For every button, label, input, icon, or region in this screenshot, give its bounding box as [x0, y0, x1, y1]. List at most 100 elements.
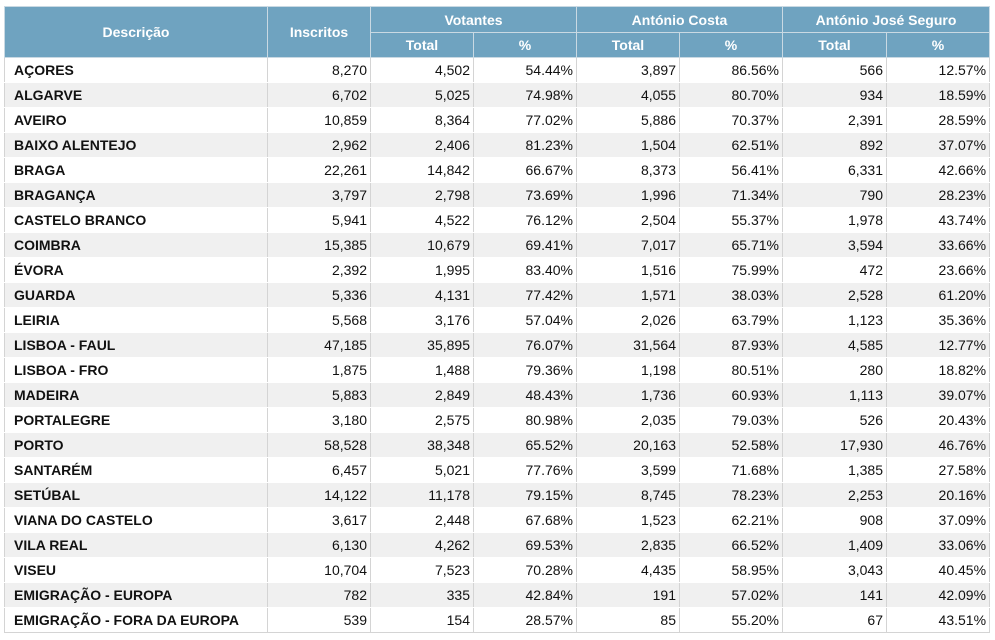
cell-costa-pct: 65.71% [679, 232, 783, 258]
cell-votantes-total: 4,131 [370, 282, 474, 308]
cell-costa-total: 8,745 [576, 482, 680, 508]
results-table-container: Descrição Inscritos Votantes António Cos… [4, 6, 991, 633]
cell-district-name: MADEIRA [4, 382, 268, 408]
table-row: GUARDA 5,336 4,131 77.42% 1,571 38.03% 2,528 61… [4, 282, 991, 308]
cell-votantes-total: 4,502 [370, 57, 474, 83]
cell-inscritos: 539 [267, 607, 371, 633]
table-row: AVEIRO 10,859 8,364 77.02% 5,886 70.37% 2,391 2… [4, 107, 991, 133]
cell-votantes-total: 2,448 [370, 507, 474, 533]
cell-inscritos: 782 [267, 582, 371, 608]
cell-votantes-total: 5,025 [370, 82, 474, 108]
table-row: BAIXO ALENTEJO 2,962 2,406 81.23% 1,504 62.51… [4, 132, 991, 158]
table-row: PORTO 58,528 38,348 65.52% 20,163 52.58% 17,93… [4, 432, 991, 458]
cell-seguro-total: 472 [782, 257, 887, 283]
cell-votantes-pct: 80.98% [473, 407, 577, 433]
cell-costa-total: 1,571 [576, 282, 680, 308]
cell-seguro-pct: 42.66% [885, 157, 991, 183]
header-seguro-pct[interactable]: % [885, 32, 991, 58]
cell-costa-total: 3,599 [576, 457, 680, 483]
cell-votantes-pct: 73.69% [473, 182, 577, 208]
cell-costa-total: 2,035 [576, 407, 680, 433]
cell-district-name: PORTALEGRE [4, 407, 268, 433]
table-row: COIMBRA 15,385 10,679 69.41% 7,017 65.71% 3,59… [4, 232, 991, 258]
cell-inscritos: 15,385 [267, 232, 371, 258]
cell-seguro-total: 2,528 [782, 282, 887, 308]
cell-votantes-pct: 77.02% [473, 107, 577, 133]
table-row: LEIRIA 5,568 3,176 57.04% 2,026 63.79% 1,123 35… [4, 307, 991, 333]
cell-costa-pct: 55.20% [679, 607, 783, 633]
cell-votantes-pct: 81.23% [473, 132, 577, 158]
cell-votantes-pct: 69.41% [473, 232, 577, 258]
cell-district-name: AVEIRO [4, 107, 268, 133]
header-seguro-total[interactable]: Total [782, 32, 887, 58]
header-inscritos[interactable]: Inscritos [267, 6, 371, 58]
cell-seguro-pct: 39.07% [885, 382, 991, 408]
cell-district-name: SETÚBAL [4, 482, 268, 508]
table-row: EMIGRAÇÃO - EUROPA 782 335 42.84% 191 57.02% 1… [4, 582, 991, 608]
cell-inscritos: 3,617 [267, 507, 371, 533]
table-row: LISBOA - FRO 1,875 1,488 79.36% 1,198 80.51% 2… [4, 357, 991, 383]
cell-votantes-pct: 79.15% [473, 482, 577, 508]
cell-costa-total: 1,516 [576, 257, 680, 283]
header-votantes-pct[interactable]: % [473, 32, 577, 58]
cell-seguro-pct: 37.09% [885, 507, 991, 533]
cell-votantes-pct: 28.57% [473, 607, 577, 633]
cell-inscritos: 10,859 [267, 107, 371, 133]
cell-costa-pct: 80.70% [679, 82, 783, 108]
cell-seguro-total: 2,253 [782, 482, 887, 508]
cell-seguro-pct: 12.57% [885, 57, 991, 83]
cell-seguro-pct: 46.76% [885, 432, 991, 458]
table-row: AÇORES 8,270 4,502 54.44% 3,897 86.56% 566 12.5… [4, 57, 991, 83]
cell-district-name: GUARDA [4, 282, 268, 308]
cell-costa-total: 4,435 [576, 557, 680, 583]
cell-seguro-pct: 28.59% [885, 107, 991, 133]
cell-district-name: LISBOA - FRO [4, 357, 268, 383]
header-costa-total[interactable]: Total [576, 32, 680, 58]
cell-costa-pct: 62.21% [679, 507, 783, 533]
cell-votantes-total: 1,995 [370, 257, 474, 283]
cell-inscritos: 14,122 [267, 482, 371, 508]
table-row: VILA REAL 6,130 4,262 69.53% 2,835 66.52% 1,40… [4, 532, 991, 558]
cell-votantes-total: 2,575 [370, 407, 474, 433]
cell-votantes-pct: 77.76% [473, 457, 577, 483]
header-votantes-total[interactable]: Total [370, 32, 474, 58]
cell-votantes-total: 2,849 [370, 382, 474, 408]
cell-votantes-pct: 79.36% [473, 357, 577, 383]
cell-costa-total: 1,523 [576, 507, 680, 533]
cell-seguro-total: 17,930 [782, 432, 887, 458]
cell-votantes-total: 10,679 [370, 232, 474, 258]
cell-district-name: VISEU [4, 557, 268, 583]
cell-costa-total: 8,373 [576, 157, 680, 183]
table-row: EMIGRAÇÃO - FORA DA EUROPA 539 154 28.57% 85… [4, 607, 991, 633]
cell-seguro-pct: 33.66% [885, 232, 991, 258]
cell-seguro-total: 2,391 [782, 107, 887, 133]
cell-costa-pct: 62.51% [679, 132, 783, 158]
table-row: BRAGANÇA 3,797 2,798 73.69% 1,996 71.34% 790 28… [4, 182, 991, 208]
cell-votantes-total: 3,176 [370, 307, 474, 333]
cell-costa-pct: 87.93% [679, 332, 783, 358]
header-votantes: Votantes [370, 6, 577, 33]
cell-inscritos: 58,528 [267, 432, 371, 458]
header-descricao[interactable]: Descrição [4, 6, 268, 58]
cell-district-name: LEIRIA [4, 307, 268, 333]
header-costa-pct[interactable]: % [679, 32, 783, 58]
cell-seguro-total: 141 [782, 582, 887, 608]
cell-votantes-pct: 65.52% [473, 432, 577, 458]
cell-votantes-total: 35,895 [370, 332, 474, 358]
cell-costa-pct: 71.34% [679, 182, 783, 208]
cell-seguro-total: 1,123 [782, 307, 887, 333]
cell-votantes-pct: 74.98% [473, 82, 577, 108]
cell-seguro-total: 67 [782, 607, 887, 633]
cell-costa-pct: 70.37% [679, 107, 783, 133]
cell-votantes-total: 4,262 [370, 532, 474, 558]
cell-seguro-total: 1,385 [782, 457, 887, 483]
cell-costa-total: 2,835 [576, 532, 680, 558]
table-row: CASTELO BRANCO 5,941 4,522 76.12% 2,504 55.37… [4, 207, 991, 233]
table-row: BRAGA 22,261 14,842 66.67% 8,373 56.41% 6,331 4… [4, 157, 991, 183]
cell-votantes-pct: 48.43% [473, 382, 577, 408]
table-row: ALGARVE 6,702 5,025 74.98% 4,055 80.70% 934 18.… [4, 82, 991, 108]
cell-costa-pct: 38.03% [679, 282, 783, 308]
cell-inscritos: 8,270 [267, 57, 371, 83]
cell-inscritos: 47,185 [267, 332, 371, 358]
cell-inscritos: 10,704 [267, 557, 371, 583]
